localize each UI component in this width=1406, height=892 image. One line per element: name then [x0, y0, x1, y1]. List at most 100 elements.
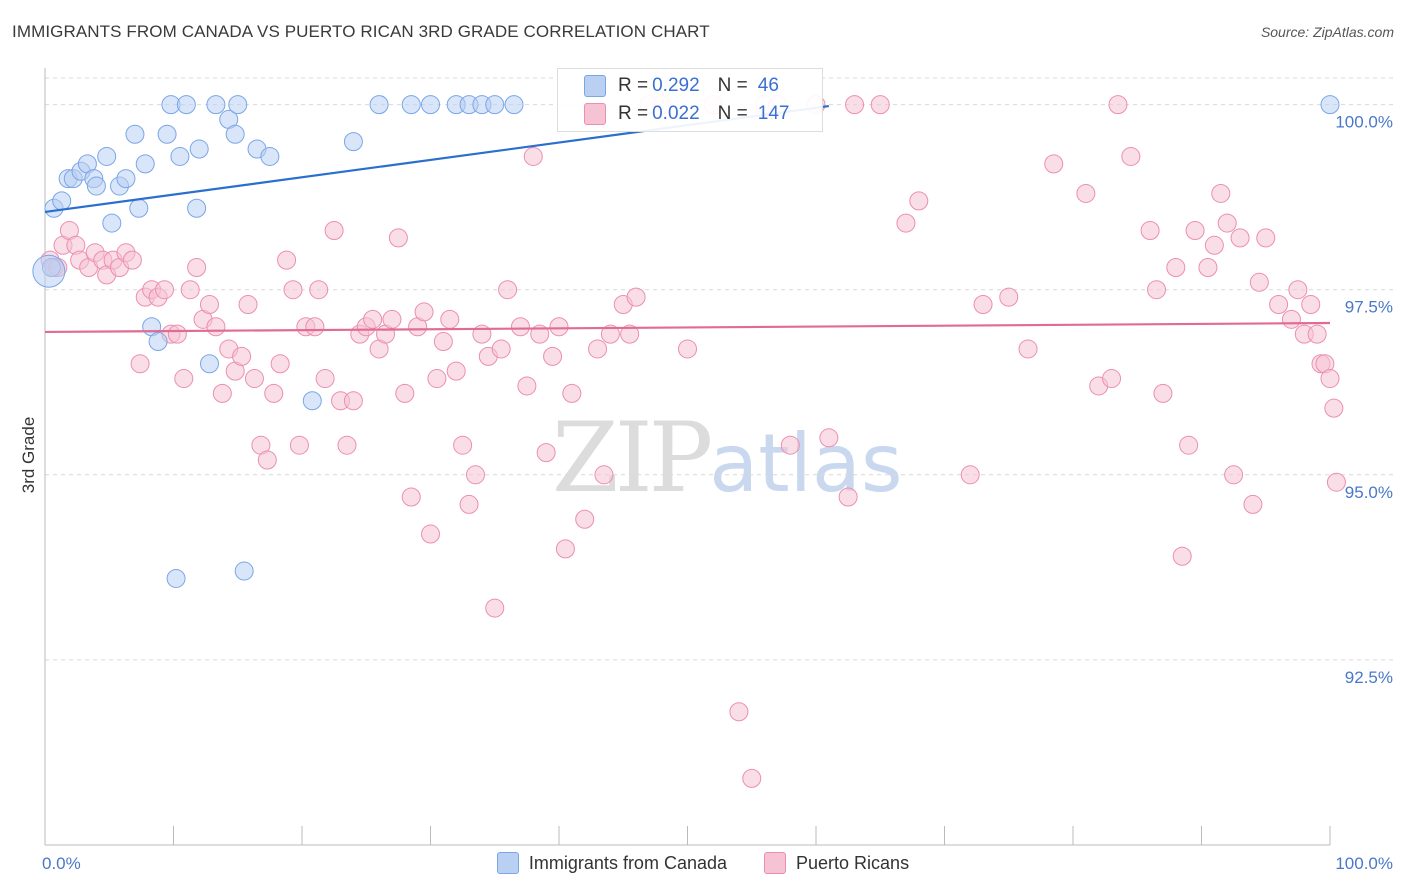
- watermark-zip: ZIP: [552, 402, 713, 514]
- puerto-rican-point: [1230, 228, 1250, 248]
- canada-point: [157, 124, 177, 144]
- r-value: 0.292: [652, 75, 700, 96]
- puerto-rican-point: [1281, 309, 1301, 329]
- puerto-rican-point: [395, 383, 415, 403]
- puerto-rican-point: [1288, 280, 1308, 300]
- puerto-rican-point: [277, 250, 297, 270]
- canada-point: [148, 332, 168, 352]
- puerto-rican-trend-line: [44, 321, 1331, 334]
- puerto-rican-point: [1256, 228, 1276, 248]
- canada-point: [129, 198, 149, 218]
- x-tick-label-max: 100.0%: [1335, 854, 1393, 873]
- puerto-rican-point: [838, 487, 858, 507]
- canada-point: [225, 124, 245, 144]
- puerto-rican-point: [1140, 220, 1160, 240]
- puerto-rican-point: [1121, 146, 1141, 166]
- puerto-rican-point: [1211, 183, 1231, 203]
- puerto-rican-point: [555, 539, 575, 559]
- y-tick-label: 100.0%: [1335, 113, 1393, 132]
- canada-swatch: [584, 75, 606, 97]
- canada-point: [189, 139, 209, 159]
- puerto-rican-point: [1076, 183, 1096, 203]
- puerto-rican-point: [414, 302, 434, 322]
- puerto-rican-point: [174, 369, 194, 389]
- puerto-rican-point: [212, 383, 232, 403]
- puerto-rican-point: [510, 317, 530, 337]
- puerto-rican-point: [1198, 258, 1218, 277]
- puerto-rican-point: [620, 324, 640, 344]
- puerto-rican-point: [549, 317, 569, 337]
- puerto-rican-point: [1018, 339, 1038, 359]
- puerto-rican-point: [896, 213, 916, 233]
- source-credit: Source: ZipAtlas.com: [1260, 24, 1394, 40]
- puerto-rican-point: [187, 258, 207, 277]
- puerto-rican-point: [1249, 272, 1269, 292]
- legend-item-puerto-rican[interactable]: Puerto Ricans: [764, 852, 909, 874]
- puerto-rican-point: [401, 487, 421, 507]
- puerto-rican-point: [465, 465, 485, 485]
- puerto-rican-point: [909, 191, 929, 211]
- puerto-rican-point: [1307, 324, 1327, 344]
- puerto-rican-point: [315, 369, 335, 389]
- canada-point: [170, 146, 190, 166]
- puerto-rican-point: [289, 435, 309, 455]
- r-label: R =: [618, 75, 649, 96]
- puerto-rican-point: [446, 361, 466, 381]
- puerto-rican-point: [1179, 435, 1199, 455]
- puerto-rican-point: [536, 443, 556, 463]
- n-value: 147: [757, 103, 790, 124]
- puerto-rican-point: [180, 280, 200, 300]
- puerto-rican-point: [283, 280, 303, 300]
- canada-point: [86, 176, 106, 196]
- r-label: R =: [618, 103, 649, 124]
- canada-point: [166, 568, 186, 588]
- puerto-rican-point: [626, 287, 646, 307]
- puerto-rican-point: [575, 509, 595, 529]
- puerto-rican-point: [1243, 494, 1263, 514]
- puerto-rican-point: [388, 228, 408, 248]
- canada-point: [206, 95, 226, 115]
- puerto-rican-point: [1172, 546, 1192, 566]
- puerto-rican-point: [270, 354, 290, 374]
- stats-legend: R = 0.292 N = 46 R = 0.022 N = 147: [557, 68, 823, 132]
- puerto-rican-point: [498, 280, 518, 300]
- n-value: 46: [757, 75, 779, 96]
- puerto-rican-point: [780, 435, 800, 455]
- bottom-legend: Immigrants from Canada Puerto Ricans: [0, 852, 1406, 879]
- canada-point-large: [32, 254, 66, 288]
- puerto-rican-point: [1320, 369, 1340, 389]
- stats-row-puerto-rican: R = 0.022 N = 147: [584, 99, 789, 129]
- canada-point: [421, 95, 440, 115]
- puerto-rican-point: [206, 317, 226, 337]
- canada-point: [102, 213, 122, 233]
- puerto-rican-point: [167, 324, 187, 344]
- canada-point: [504, 95, 524, 115]
- puerto-rican-point: [729, 702, 749, 722]
- n-label: N =: [717, 75, 748, 96]
- puerto-rican-point: [1102, 369, 1122, 389]
- puerto-rican-point: [1147, 280, 1167, 300]
- y-axis-label: 3rd Grade: [19, 417, 38, 494]
- puerto-rican-point: [845, 95, 865, 115]
- canada-point: [176, 95, 196, 115]
- watermark: ZIPatlas: [552, 402, 903, 514]
- puerto-rican-point: [264, 383, 284, 403]
- canada-point: [187, 198, 207, 218]
- n-label: N =: [717, 103, 748, 124]
- canada-point: [228, 95, 248, 115]
- puerto-rican-point: [485, 598, 505, 618]
- puerto-rican-point: [594, 465, 614, 485]
- puerto-rican-point: [491, 339, 511, 359]
- puerto-rican-point: [155, 280, 175, 300]
- puerto-rican-point: [973, 295, 993, 315]
- canada-point: [401, 95, 421, 115]
- puerto-rican-point: [819, 428, 839, 448]
- puerto-rican-point: [459, 494, 479, 514]
- puerto-rican-point: [1166, 258, 1186, 277]
- legend-item-canada[interactable]: Immigrants from Canada: [496, 852, 727, 874]
- canada-point: [234, 561, 254, 581]
- watermark-atlas: atlas: [709, 417, 903, 510]
- canada-point: [1320, 95, 1340, 115]
- puerto-rican-point: [523, 146, 543, 166]
- puerto-rican-point: [1301, 295, 1321, 315]
